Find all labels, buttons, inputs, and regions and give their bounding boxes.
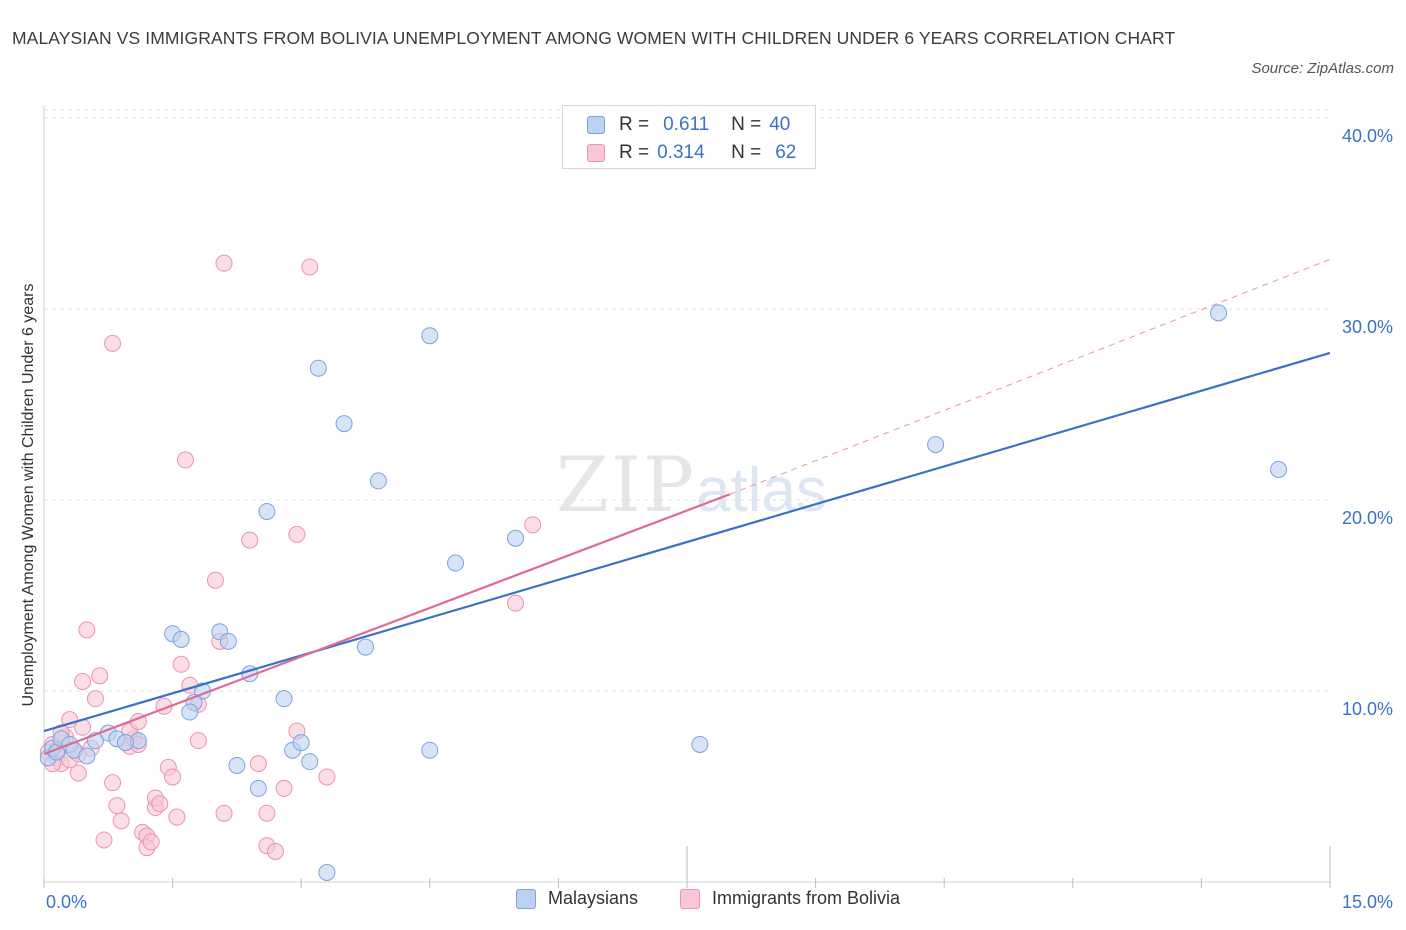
point-malaysians: [1270, 460, 1288, 478]
point-malaysians: [228, 756, 246, 774]
trend-line-bolivia-extension: [729, 258, 1331, 495]
series-legend: Malaysians Immigrants from Bolivia: [0, 888, 1406, 916]
legend-swatch-blue: [587, 116, 605, 134]
point-bolivia: [86, 690, 104, 708]
series-swatch-pink: [680, 888, 700, 909]
legend-r-value-bolivia: 0.314: [657, 142, 705, 163]
point-bolivia: [104, 334, 122, 352]
y-tick-label: 30.0%: [1342, 317, 1393, 337]
point-malaysians: [421, 327, 439, 345]
point-malaysians: [318, 863, 336, 881]
point-bolivia: [189, 732, 207, 750]
point-malaysians: [172, 630, 190, 648]
point-bolivia: [142, 833, 160, 851]
point-malaysians: [181, 703, 199, 721]
point-malaysians: [275, 690, 293, 708]
legend-n-label: N =: [731, 142, 762, 163]
point-bolivia: [206, 571, 224, 589]
point-malaysians: [301, 753, 319, 771]
stats-legend-row-malaysians: R = 0.611 N = 40: [587, 114, 790, 136]
series-label-malaysians: Malaysians: [548, 888, 639, 908]
legend-r-label: R =: [619, 114, 650, 135]
point-malaysians: [219, 632, 237, 650]
point-malaysians: [507, 529, 525, 547]
watermark: ZIPatlas: [556, 440, 827, 529]
point-malaysians: [421, 741, 439, 759]
series-legend-malaysians: Malaysians: [516, 888, 638, 909]
point-bolivia: [318, 768, 336, 786]
point-bolivia: [301, 258, 319, 276]
y-axis-label: Unemployment Among Women with Children U…: [20, 283, 37, 707]
point-malaysians: [309, 359, 327, 377]
point-malaysians: [292, 734, 310, 752]
point-bolivia: [108, 797, 126, 815]
stats-legend: R = 0.611 N = 40 R = 0.314 N = 62: [562, 105, 816, 169]
point-bolivia: [74, 672, 92, 690]
watermark-zip: ZIP: [556, 440, 696, 529]
y-tick-label: 20.0%: [1342, 508, 1393, 528]
point-bolivia: [112, 812, 130, 830]
point-bolivia: [215, 804, 233, 822]
point-bolivia: [524, 516, 542, 534]
point-bolivia: [288, 525, 306, 543]
trend-line-malaysians: [43, 351, 1331, 733]
x-tick-label: 15.0%: [1342, 892, 1393, 912]
legend-r-value-malaysians: 0.611: [663, 114, 710, 135]
series-label-bolivia: Immigrants from Bolivia: [712, 888, 901, 908]
trend-line-bolivia: [43, 493, 731, 756]
chart-title: MALAYSIAN VS IMMIGRANTS FROM BOLIVIA UNE…: [12, 28, 1176, 48]
point-bolivia: [104, 774, 122, 792]
point-malaysians: [249, 779, 267, 797]
point-bolivia: [168, 808, 186, 826]
legend-n-value-bolivia: 62: [775, 142, 797, 163]
point-bolivia: [275, 779, 293, 797]
series-legend-bolivia: Immigrants from Bolivia: [680, 888, 900, 909]
point-malaysians: [447, 554, 465, 572]
point-malaysians: [357, 638, 374, 656]
point-bolivia: [266, 842, 284, 860]
point-malaysians: [116, 734, 134, 752]
point-bolivia: [507, 594, 525, 612]
point-malaysians: [335, 415, 353, 433]
point-malaysians: [691, 735, 709, 753]
point-bolivia: [172, 655, 190, 673]
point-malaysians: [258, 502, 276, 520]
point-malaysians: [369, 472, 387, 490]
source-label: Source: ZipAtlas.com: [1251, 60, 1394, 77]
x-tick-label: 0.0%: [46, 892, 87, 912]
point-bolivia: [249, 755, 267, 773]
point-bolivia: [91, 667, 109, 685]
point-bolivia: [241, 531, 259, 549]
y-tick-label: 40.0%: [1342, 126, 1393, 146]
stats-legend-row-bolivia: R = 0.314 N = 62: [587, 142, 796, 164]
legend-r-label: R =: [619, 142, 650, 163]
y-tick-label: 10.0%: [1342, 699, 1393, 719]
legend-n-label: N =: [731, 114, 762, 135]
legend-n-value-malaysians: 40: [769, 114, 791, 135]
point-bolivia: [176, 451, 194, 469]
point-bolivia: [69, 764, 87, 782]
point-bolivia: [164, 768, 182, 786]
series-swatch-blue: [516, 888, 536, 909]
legend-swatch-pink: [587, 144, 605, 162]
point-bolivia: [258, 804, 276, 822]
point-bolivia: [151, 795, 169, 813]
point-malaysians: [927, 436, 945, 454]
point-bolivia: [215, 254, 233, 272]
point-malaysians: [1210, 304, 1228, 322]
watermark-atlas: atlas: [695, 456, 827, 525]
point-bolivia: [95, 831, 113, 849]
point-malaysians: [78, 747, 96, 765]
point-bolivia: [78, 621, 96, 639]
